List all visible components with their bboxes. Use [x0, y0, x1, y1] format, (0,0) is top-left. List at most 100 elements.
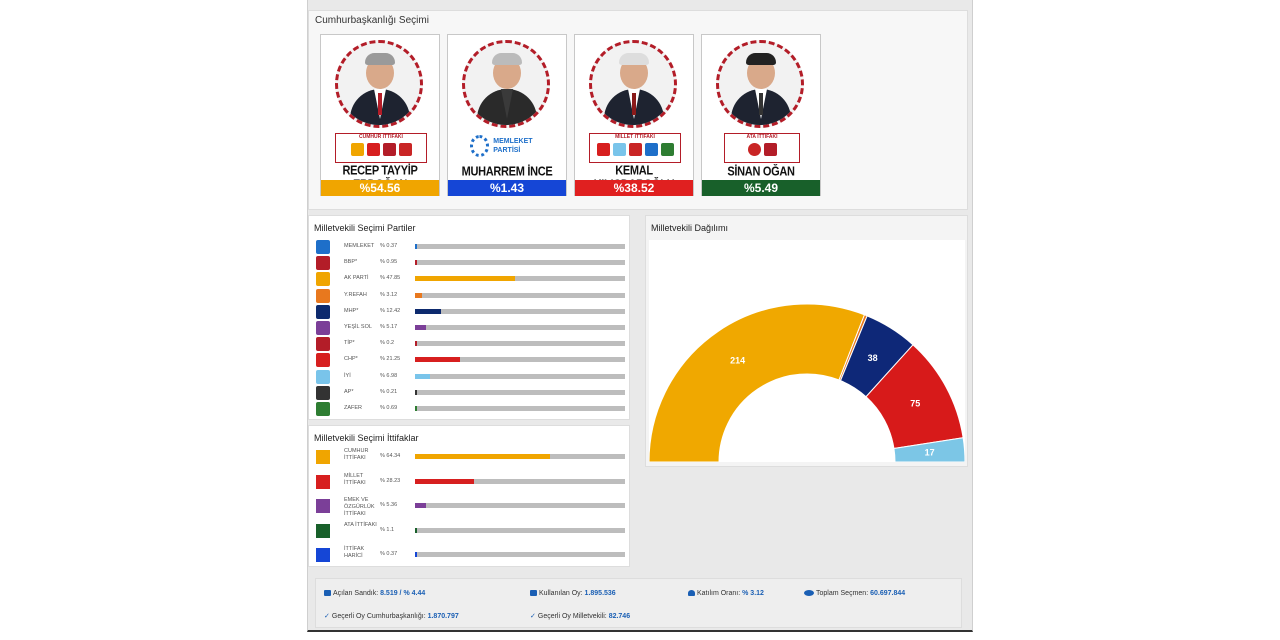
candidate-photo — [589, 40, 677, 128]
alliance-bar-fill — [415, 503, 427, 508]
alliance-name: EMEK VE ÖZGÜRLÜK İTTİFAKI — [344, 497, 375, 517]
alliance-color-swatch — [316, 523, 330, 538]
party-bar-fill — [415, 389, 418, 395]
seat-distribution-chart: 214 38 75 17 — [648, 303, 966, 463]
alliance-row: CUMHUR İTTİFAKI % 64.34 — [314, 448, 630, 470]
party-row: MEMLEKET % 0.37 — [314, 240, 630, 255]
party-percent: % 0.95 — [380, 259, 398, 266]
presidential-title: Cumhurbaşkanlığı Seçimi — [315, 15, 429, 26]
party-percent: % 6.98 — [380, 372, 398, 379]
zafer-party-icon — [316, 402, 330, 416]
party-bar-track — [415, 373, 625, 379]
party-bar-fill — [415, 276, 516, 282]
gear-logo-icon — [470, 135, 490, 157]
alliance-name: MİLLET İTTİFAKI — [344, 472, 366, 486]
party-bar-track — [415, 406, 625, 411]
alliance-row: İTTİFAK HARİCİ % 0.37 — [314, 546, 630, 568]
alliance-logo-ata: ATA İTTİFAKI — [724, 133, 800, 163]
party-name: AP* — [344, 388, 354, 395]
alliance-name: ATA İTTİFAKI — [344, 521, 377, 528]
users-icon — [804, 590, 814, 596]
party-bar-fill — [415, 341, 418, 347]
party-percent: % 12.42 — [380, 307, 401, 314]
party-name: MEMLEKET — [344, 243, 375, 249]
party-percent: % 0.69 — [380, 405, 398, 411]
alliance-bar-fill — [415, 527, 418, 533]
alliance-percent: % 28.23 — [380, 477, 401, 484]
seat-slice[interactable] — [648, 303, 866, 463]
party-name: İYİ — [344, 372, 351, 379]
stat-kullanilan-oy: Kullanılan Oy: 1.895.536 — [530, 590, 616, 597]
alliance-logo-millet: MİLLET İTTİFAKI — [589, 133, 681, 163]
candidate-percent: %1.43 — [448, 180, 566, 196]
alliance-logo-cumhur: CUMHUR İTTİFAKI — [335, 133, 427, 163]
party-row: Y.REFAH % 3.12 — [314, 288, 630, 304]
alliance-percent: % 1.1 — [380, 526, 395, 533]
party-bar-track — [415, 308, 625, 314]
alliances-title: Milletvekili Seçimi İttifaklar — [314, 433, 419, 443]
stats-footer: Açılan Sandık: 8.519 / % 4.44 Kullanılan… — [315, 578, 962, 628]
candidate-name: MUHARREM İNCE — [461, 165, 553, 179]
ballot-box-icon — [324, 590, 331, 596]
party-name: AK PARTİ — [344, 275, 369, 282]
alliance-color-swatch — [316, 474, 330, 489]
seat-slice-label: 214 — [730, 355, 745, 365]
party-row: AK PARTİ % 47.85 — [314, 272, 630, 287]
check-icon: ✓ — [324, 613, 330, 620]
seat-slice-label: 38 — [868, 353, 878, 363]
seat-distribution-panel: Milletvekili Dağılımı 214 38 75 17 — [645, 215, 968, 467]
yeniden-refah-icon — [316, 288, 330, 303]
alliance-bar-track — [415, 552, 625, 557]
alliance-row: EMEK VE ÖZGÜRLÜK İTTİFAKI % 5.36 — [314, 497, 630, 519]
ap-party-icon — [316, 385, 330, 400]
party-bar-track — [415, 276, 625, 282]
candidate-card-ince[interactable]: MEMLEKET PARTİSİ MUHARREM İNCE %1.43 — [447, 34, 567, 196]
party-bar-track — [415, 260, 625, 266]
iyi-party-icon — [316, 369, 330, 384]
party-bar-fill — [415, 357, 460, 363]
alliance-color-swatch — [316, 499, 330, 513]
seat-chart-area: 214 38 75 17 — [648, 240, 966, 463]
candidate-card-ogan[interactable]: ATA İTTİFAKI SİNAN OĞAN %5.49 — [701, 34, 821, 196]
party-bar-fill — [415, 406, 418, 411]
memleket-party-icon — [316, 240, 330, 254]
alliance-bar-track — [415, 454, 625, 459]
alliance-percent: % 5.36 — [380, 502, 398, 508]
party-row: YEŞİL SOL % 5.17 — [314, 321, 630, 336]
candidate-photo — [462, 40, 550, 128]
alliance-color-swatch — [316, 548, 330, 562]
party-percent: % 0.37 — [380, 243, 398, 249]
party-bar-track — [415, 341, 625, 347]
candidate-card-kilicdaroglu[interactable]: MİLLET İTTİFAKI KEMAL KILIÇDAROĞLU %38.5… — [574, 34, 694, 196]
candidate-photo — [716, 40, 804, 128]
ak-parti-icon — [316, 272, 330, 287]
stat-gecerli-oy-mv: ✓ Geçerli Oy Milletvekili: 82.746 — [530, 613, 631, 620]
bbp-party-icon — [316, 256, 330, 271]
party-bar-fill — [415, 244, 418, 249]
seat-distribution-title: Milletvekili Dağılımı — [651, 223, 729, 233]
candidate-percent: %54.56 — [321, 180, 439, 196]
party-name: TİP* — [344, 340, 355, 347]
candidate-percent: %5.49 — [702, 180, 820, 196]
party-row: ZAFER % 0.69 — [314, 402, 630, 417]
party-bar-track — [415, 357, 625, 363]
party-percent: % 5.17 — [380, 324, 398, 330]
memleket-party-logo: MEMLEKET PARTİSİ — [470, 132, 550, 160]
alliance-bar-fill — [415, 478, 475, 484]
candidate-card-erdogan[interactable]: CUMHUR İTTİFAKI RECEP TAYYİP ERDOĞAN %54… — [320, 34, 440, 196]
party-bar-fill — [415, 292, 422, 298]
alliance-bar-track — [415, 503, 625, 508]
party-name: ZAFER — [344, 405, 363, 411]
party-row: BBP* % 0.95 — [314, 256, 630, 271]
party-percent: % 3.12 — [380, 291, 398, 298]
alliance-bar-track — [415, 527, 625, 533]
mhp-party-icon — [316, 304, 330, 319]
party-bar-fill — [415, 308, 442, 314]
alliance-row: ATA İTTİFAKI% 1.1 — [314, 522, 630, 544]
stat-gecerli-oy-cb: ✓ Geçerli Oy Cumhurbaşkanlığı: 1.870.797 — [324, 613, 459, 620]
alliance-row: MİLLET İTTİFAKI % 28.23 — [314, 473, 630, 495]
party-name: MHP* — [344, 307, 359, 314]
candidate-percent: %38.52 — [575, 180, 693, 196]
party-bar-fill — [415, 260, 418, 266]
parties-panel: Milletvekili Seçimi Partiler MEMLEKET % 0… — [308, 215, 630, 420]
